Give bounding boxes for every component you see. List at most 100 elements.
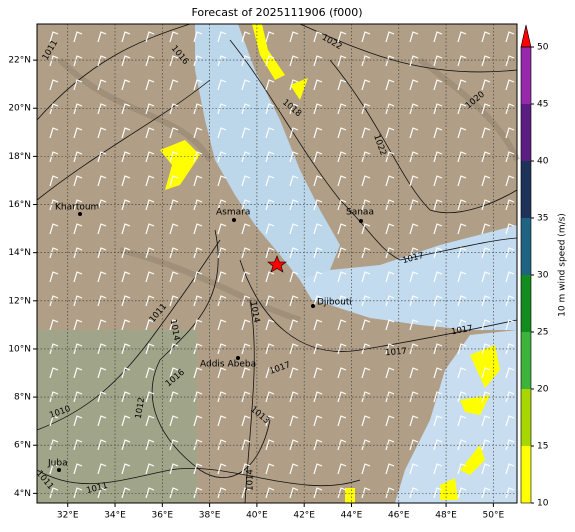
colorbar-segment	[521, 446, 531, 503]
x-tick-label: 44°E	[341, 511, 363, 521]
wind-barb	[265, 319, 275, 331]
wind-barb	[217, 439, 227, 451]
wind-barb	[409, 319, 419, 331]
wind-barb	[217, 343, 227, 355]
contour-label: 1014	[168, 319, 182, 342]
wind-barb	[289, 31, 299, 43]
wind-barb	[313, 367, 323, 379]
colorbar-extend	[520, 24, 532, 48]
wind-barb	[481, 343, 491, 355]
wind-barb	[313, 31, 323, 43]
x-tick-label: 32°E	[57, 511, 79, 521]
wind-barb	[313, 55, 323, 67]
wind-barb	[433, 175, 443, 187]
wind-barb	[217, 319, 227, 331]
wind-barb	[121, 343, 131, 355]
wind-barb	[289, 271, 299, 283]
wind-barb	[457, 223, 467, 235]
wind-barb	[145, 343, 155, 355]
map-frame	[36, 23, 518, 504]
wind-barb	[313, 127, 323, 139]
city-dot	[232, 218, 236, 222]
wind-barb	[217, 199, 227, 211]
wind-barb	[481, 103, 491, 115]
wind-barb	[433, 295, 443, 307]
wind-barb	[289, 343, 299, 355]
wind-barb	[49, 127, 59, 139]
wind-barb	[361, 55, 371, 67]
wind-barb	[169, 319, 179, 331]
wind-barb	[97, 487, 107, 499]
wind-barb	[217, 175, 227, 187]
wind-barb	[97, 415, 107, 427]
wind-barb	[145, 463, 155, 475]
wind-barb	[361, 487, 371, 499]
wind-barb	[361, 151, 371, 163]
wind-barb	[241, 103, 251, 115]
wind-barb	[73, 247, 83, 259]
wind-barb	[505, 55, 515, 67]
colorbar-segment	[521, 275, 531, 332]
wind-barb	[481, 55, 491, 67]
wind-barb	[97, 151, 107, 163]
wind-barb	[361, 223, 371, 235]
wind-barb	[121, 103, 131, 115]
wind-barb	[49, 487, 59, 499]
wind-barb	[169, 151, 179, 163]
wind-barb	[409, 55, 419, 67]
wind-barb	[169, 271, 179, 283]
wind-barb	[145, 79, 155, 91]
wind-barb	[145, 199, 155, 211]
wind-barb	[385, 151, 395, 163]
x-tick-label: 46°E	[388, 511, 410, 521]
wind-barb	[385, 175, 395, 187]
wind-barb	[73, 391, 83, 403]
wind-barb	[121, 31, 131, 43]
wind-barb	[313, 223, 323, 235]
wind-barb	[169, 463, 179, 475]
wind-barb	[457, 343, 467, 355]
wind-barb	[409, 199, 419, 211]
wind-barb	[505, 247, 515, 259]
wind-barb	[97, 127, 107, 139]
wind-barb	[481, 295, 491, 307]
colorbar-segment	[521, 332, 531, 389]
wind-barb	[217, 487, 227, 499]
wind-barb	[145, 31, 155, 43]
wind-barb	[433, 391, 443, 403]
wind-barb	[361, 31, 371, 43]
wind-barb	[457, 439, 467, 451]
wind-barb	[481, 175, 491, 187]
x-tick-label: 36°E	[151, 511, 173, 521]
wind-barb	[241, 415, 251, 427]
colorbar-segment	[521, 389, 531, 446]
wind-barb	[313, 319, 323, 331]
wind-barb	[49, 439, 59, 451]
wind-barb	[49, 415, 59, 427]
wind-barb	[121, 463, 131, 475]
wind-barb	[409, 439, 419, 451]
wind-barb	[361, 391, 371, 403]
wind-barb	[337, 31, 347, 43]
wind-barb	[265, 199, 275, 211]
wind-barb	[265, 439, 275, 451]
wind-barb	[433, 487, 443, 499]
colorbar-tick-label: 45	[537, 100, 548, 110]
wind-barb	[241, 487, 251, 499]
wind-barb	[385, 271, 395, 283]
wind-barb	[313, 295, 323, 307]
colorbar-segment	[521, 47, 531, 104]
wind-barb	[121, 79, 131, 91]
wind-barb	[241, 55, 251, 67]
wind-barb	[409, 103, 419, 115]
wind-barb	[121, 319, 131, 331]
wind-barb	[265, 415, 275, 427]
wind-barb	[337, 487, 347, 499]
wind-barb	[433, 367, 443, 379]
wind-barb	[169, 55, 179, 67]
wind-barb	[289, 391, 299, 403]
wind-barb	[121, 295, 131, 307]
wind-barb	[193, 31, 203, 43]
wind-barb	[73, 103, 83, 115]
wind-barb	[217, 415, 227, 427]
